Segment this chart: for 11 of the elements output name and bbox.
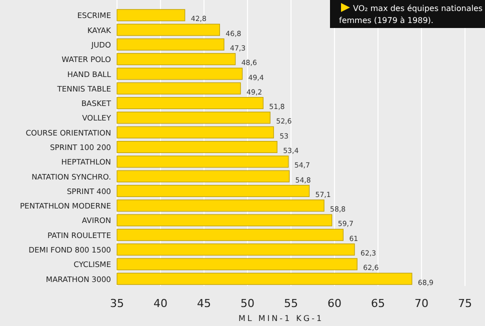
x-tick-label: 65 (371, 297, 385, 310)
x-tick-label: 50 (240, 297, 254, 310)
x-tick-label: 60 (328, 297, 342, 310)
x-tick-label: 45 (197, 297, 211, 310)
x-tick-label: 35 (110, 297, 124, 310)
x-axis-title: ML MIN-1 KG-1 (238, 314, 324, 323)
x-tick-label: 70 (414, 297, 428, 310)
x-tick-label: 55 (284, 297, 298, 310)
x-tick-label: 75 (458, 297, 472, 310)
text: VO₂ max des équipes nationales femmes (1979 à 1989). (339, 4, 483, 25)
x-tick-label: 40 (154, 297, 168, 310)
